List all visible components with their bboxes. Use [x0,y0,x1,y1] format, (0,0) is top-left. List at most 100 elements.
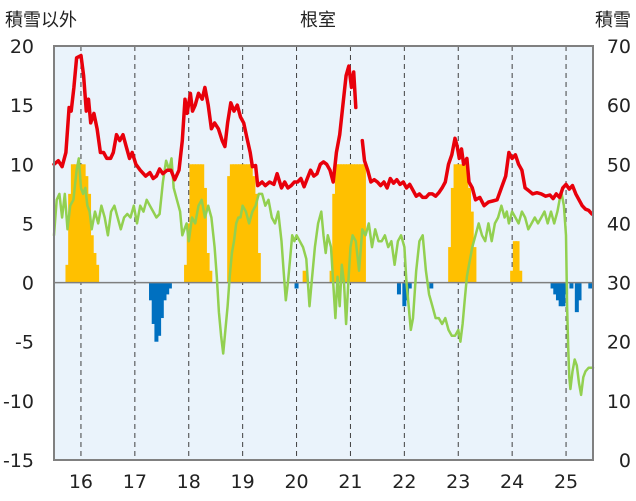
bar [361,164,366,283]
x-tick-label: 25 [554,471,578,493]
x-tick-label: 18 [177,471,201,493]
bar [467,187,472,283]
bar [356,164,361,283]
bar [407,282,412,289]
bar [553,282,558,295]
right-tick-label: 40 [607,213,631,235]
bar [159,282,164,319]
left-axis-label: 積雪以外 [5,10,77,31]
x-tick-label: 20 [284,471,308,493]
bar [453,164,458,283]
bar [256,253,261,283]
bar [558,282,563,307]
series-line-red [52,53,358,190]
bar [294,282,299,289]
bar [348,164,353,283]
bar [429,282,434,289]
bar [345,164,350,283]
bar [237,164,242,283]
bar [68,193,73,283]
bar [343,164,348,283]
bar [76,164,81,283]
bar [334,164,339,283]
x-tick-label: 19 [231,471,255,493]
right-tick-label: 10 [607,391,631,413]
x-tick-label: 16 [69,471,93,493]
bar [515,241,520,283]
bar [227,176,232,283]
bar [229,164,234,283]
bar [555,282,560,301]
bar [248,164,253,283]
right-tick-label: 60 [607,95,631,117]
bar [162,282,167,301]
right-axis-label: 積雪 [595,10,631,31]
x-tick-label: 17 [123,471,147,493]
bar [458,164,463,283]
x-tick-label: 22 [392,471,416,493]
bar [200,164,205,283]
bar [550,282,555,289]
bar [512,241,517,283]
bar [396,282,401,295]
right-tick-label: 50 [607,154,631,176]
bar [332,193,337,283]
bar [461,164,466,283]
bar [194,164,199,283]
bar [254,193,259,283]
bar [243,164,248,283]
left-tick-label: -5 [15,332,34,354]
bar [92,253,97,283]
right-tick-label: 70 [607,36,631,58]
bar [89,235,94,283]
bar [510,270,515,283]
left-tick-label: -10 [3,391,34,413]
left-tick-label: 0 [22,273,34,295]
left-tick-label: 5 [22,213,34,235]
bar [84,176,89,283]
bar [240,164,245,283]
bar [359,164,364,283]
bar [302,270,307,283]
bar [208,270,213,283]
bar [561,282,566,307]
right-axis-ticks: 70 60 50 40 30 20 10 0 [607,36,631,472]
bar [450,187,455,283]
series-line-red [360,136,594,216]
bar [472,247,477,283]
bar [95,264,100,283]
bar [353,164,358,283]
left-tick-label: -15 [3,450,34,472]
bar [81,164,86,283]
bar [87,193,92,283]
bar [205,253,210,283]
x-tick-label: 21 [338,471,362,493]
x-tick-label: 23 [446,471,470,493]
bar [448,247,453,283]
left-tick-label: 15 [10,95,34,117]
bar [197,164,202,283]
left-axis-ticks: 20 15 10 5 0 -5 -10 -15 [3,36,34,472]
bar [337,164,342,283]
bar [154,282,159,342]
bar [165,282,170,295]
bar [251,176,256,283]
x-axis-ticks: 16 17 18 19 20 21 22 23 24 25 [69,471,578,493]
bar [73,164,78,283]
bar [202,187,207,283]
bar [577,282,582,301]
bar [569,282,574,289]
bar [232,164,237,283]
bar [351,164,356,283]
bar [184,264,189,283]
bar [340,164,345,283]
bar [588,282,593,289]
right-tick-label: 30 [607,273,631,295]
bar [464,164,469,283]
series-line-green [52,157,595,397]
plot-frame [53,45,594,461]
right-tick-label: 0 [619,450,631,472]
bar [65,264,70,283]
bar [151,282,156,324]
